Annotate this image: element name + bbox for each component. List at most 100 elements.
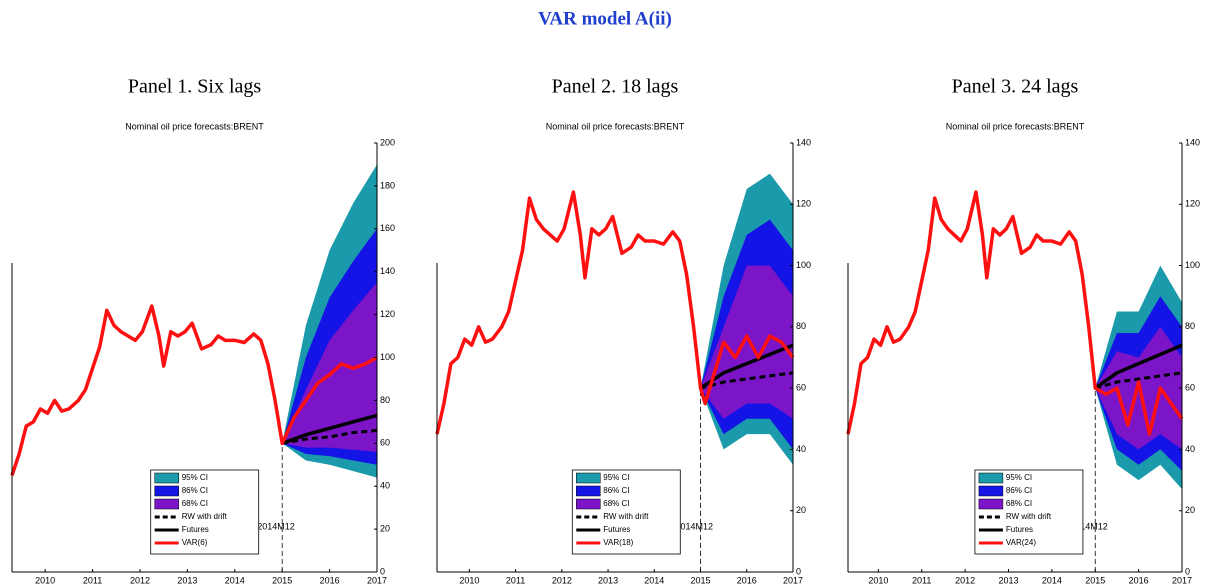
- legend-swatch: [154, 472, 179, 484]
- y-tick-label: 40: [1185, 444, 1195, 454]
- panel-title: Panel 3. 24 lags: [952, 76, 1079, 98]
- y-tick-label: 20: [1185, 505, 1195, 515]
- y-tick-label: 140: [1185, 137, 1200, 147]
- x-tick-label: 2017: [1172, 575, 1192, 585]
- y-tick-label: 40: [796, 444, 806, 454]
- legend-swatch: [576, 485, 601, 497]
- y-tick-label: 0: [1185, 566, 1190, 576]
- y-tick-label: 60: [380, 438, 390, 448]
- x-tick-label: 2013: [177, 575, 197, 585]
- y-tick-label: 80: [380, 395, 390, 405]
- annotation: 2014M12: [1070, 521, 1108, 531]
- y-tick-label: 40: [380, 481, 390, 491]
- legend-label: Futures: [603, 525, 630, 534]
- y-tick-label: 180: [380, 180, 395, 190]
- series-line: [281, 413, 378, 445]
- x-tick-label: 2016: [320, 575, 340, 585]
- legend-label: 95% CI: [603, 473, 629, 482]
- x-tick-label: 2011: [83, 575, 102, 585]
- x-tick-label: 2016: [737, 575, 757, 585]
- ci-band: [700, 265, 793, 419]
- y-tick-label: 0: [380, 566, 385, 576]
- x-tick-label: 2015: [1085, 575, 1105, 585]
- y-tick-label: 160: [380, 223, 395, 233]
- y-tick-label: 60: [1185, 383, 1195, 393]
- series-line: [699, 343, 794, 390]
- y-tick-label: 120: [1185, 199, 1200, 209]
- x-tick-label: 2014: [1042, 575, 1062, 585]
- x-tick-label: 2013: [598, 575, 618, 585]
- legend-label: RW with drift: [603, 512, 649, 521]
- x-tick-label: 2012: [955, 575, 975, 585]
- legend-label: RW with drift: [1006, 512, 1052, 521]
- y-tick-label: 60: [796, 383, 806, 393]
- x-tick-label: 2014: [225, 575, 245, 585]
- x-tick-label: 2012: [130, 575, 150, 585]
- series-line: [700, 371, 794, 390]
- legend-label: 68% CI: [182, 499, 208, 508]
- x-tick-label: 2010: [868, 575, 888, 585]
- legend-label: VAR(18): [603, 538, 633, 547]
- x-tick-label: 2012: [552, 575, 572, 585]
- panel-title: Panel 2. 18 lags: [552, 76, 679, 98]
- y-tick-label: 100: [1185, 260, 1200, 270]
- y-tick-label: 80: [1185, 321, 1195, 331]
- legend-box: [974, 469, 1084, 555]
- x-tick-label: 2011: [912, 575, 931, 585]
- x-tick-label: 2010: [35, 575, 55, 585]
- ci-band: [282, 282, 377, 452]
- legend-swatch: [154, 498, 179, 510]
- annotation: 2014M12: [257, 521, 295, 531]
- y-tick-label: 0: [796, 566, 801, 576]
- series-line: [1094, 343, 1183, 390]
- y-tick-label: 20: [380, 523, 390, 533]
- legend-swatch: [978, 498, 1004, 510]
- x-tick-label: 2017: [367, 575, 387, 585]
- legend-label: VAR(24): [1006, 538, 1036, 547]
- y-tick-label: 200: [380, 137, 395, 147]
- x-tick-label: 2015: [691, 575, 711, 585]
- x-tick-label: 2014: [644, 575, 664, 585]
- panel-title: Panel 1. Six lags: [128, 76, 262, 98]
- legend-swatch: [576, 472, 601, 484]
- series-line: [846, 190, 1184, 436]
- chart-panel: Panel 2. 18 lags Nominal oil price foreca…: [435, 76, 811, 585]
- x-tick-label: 2013: [998, 575, 1018, 585]
- legend-label: 95% CI: [1006, 473, 1032, 482]
- legend-label: Futures: [1006, 525, 1033, 534]
- page-title: VAR model A(ii): [538, 8, 672, 29]
- legend-swatch: [576, 498, 601, 510]
- legend-label: RW with drift: [182, 512, 228, 521]
- legend-label: 86% CI: [1006, 486, 1032, 495]
- x-tick-label: 2010: [459, 575, 479, 585]
- legend-label: 95% CI: [182, 473, 208, 482]
- legend-label: 86% CI: [182, 486, 208, 495]
- y-tick-label: 80: [796, 321, 806, 331]
- chart-panel: Panel 1. Six lags Nominal oil price forec…: [10, 76, 395, 585]
- legend-label: 68% CI: [1006, 499, 1032, 508]
- legend-label: VAR(6): [182, 538, 208, 547]
- x-tick-label: 2011: [506, 575, 525, 585]
- legend-label: 86% CI: [603, 486, 629, 495]
- y-tick-label: 100: [380, 352, 395, 362]
- y-tick-label: 140: [796, 137, 811, 147]
- x-tick-label: 2017: [783, 575, 803, 585]
- y-tick-label: 120: [380, 309, 395, 319]
- series-line: [1094, 371, 1183, 390]
- legend-label: 68% CI: [603, 499, 629, 508]
- y-tick-label: 100: [796, 260, 811, 270]
- x-tick-label: 2016: [1129, 575, 1149, 585]
- chart-panel: Panel 3. 24 lags Nominal oil price foreca…: [846, 76, 1200, 585]
- series-line: [435, 190, 795, 435]
- legend-box: [150, 469, 260, 555]
- annotation: 2014M12: [676, 521, 714, 531]
- legend-swatch: [978, 472, 1004, 484]
- y-tick-label: 120: [796, 199, 811, 209]
- legend-swatch: [978, 485, 1004, 497]
- y-tick-label: 140: [380, 266, 395, 276]
- chart-title: Nominal oil price forecasts:BRENT: [546, 121, 685, 131]
- series-line: [10, 304, 378, 477]
- x-tick-label: 2015: [272, 575, 292, 585]
- chart-title: Nominal oil price forecasts:BRENT: [125, 121, 264, 131]
